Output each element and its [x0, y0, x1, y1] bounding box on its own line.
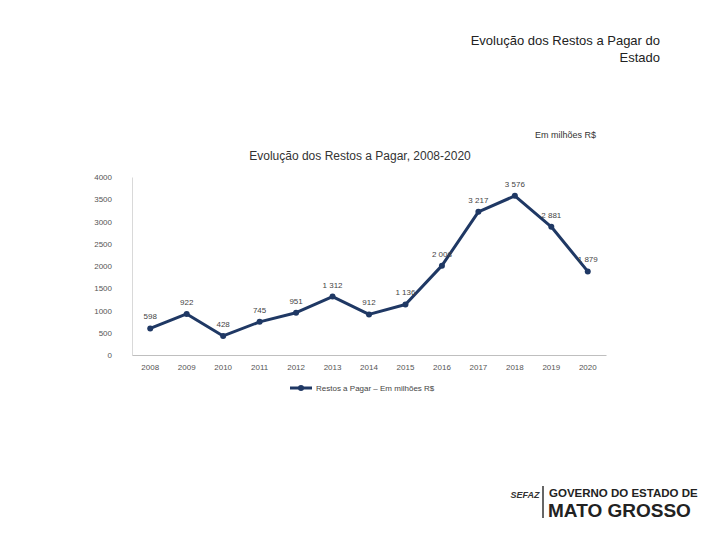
- series-marker: [402, 301, 408, 307]
- y-tick-label: 1000: [94, 307, 112, 316]
- x-axis-line: [133, 355, 607, 356]
- series-line: [150, 196, 588, 336]
- y-tick: 500: [99, 329, 132, 338]
- data-label: 1 312: [323, 281, 344, 290]
- x-tick-label: 2010: [214, 363, 232, 372]
- x-tick: 2013: [324, 355, 342, 372]
- slide: Evolução dos Restos a Pagar do Estado Em m…: [0, 0, 720, 540]
- y-tick: 1500: [94, 284, 132, 293]
- x-tick-label: 2008: [141, 363, 159, 372]
- logo-agency: SEFAZ: [510, 490, 540, 500]
- x-tick-label: 2016: [433, 363, 451, 372]
- x-tick-label: 2020: [579, 363, 597, 372]
- y-tick: 0: [108, 351, 132, 360]
- x-tick: 2008: [141, 355, 159, 372]
- x-tick-label: 2015: [397, 363, 415, 372]
- x-tick: 2016: [433, 355, 451, 372]
- data-label: 2 881: [541, 211, 562, 220]
- y-tick-label: 1500: [94, 284, 112, 293]
- x-tick-label: 2012: [287, 363, 305, 372]
- x-tick-label: 2011: [251, 363, 269, 372]
- y-tick-label: 2000: [94, 262, 112, 271]
- data-label: 598: [144, 312, 158, 321]
- y-axis-line: [132, 178, 133, 356]
- x-tick: 2012: [287, 355, 305, 372]
- data-label: 951: [289, 297, 303, 306]
- data-label: 1 879: [578, 255, 599, 264]
- y-tick: 3500: [94, 195, 132, 204]
- logo-government-2: MATO GROSSO: [548, 500, 691, 521]
- data-labels: 598 922 428 745 951 1 312 912 1 136 2 008 3 217 3 …: [144, 180, 599, 329]
- y-tick: 2000: [94, 262, 132, 271]
- x-tick-label: 2019: [542, 363, 560, 372]
- y-tick: 1000: [94, 307, 132, 316]
- series-marker: [439, 263, 445, 269]
- unit-note: Em milhões R$: [535, 130, 596, 140]
- data-label: 745: [253, 306, 267, 315]
- x-tick: 2020: [579, 355, 597, 372]
- x-tick-label: 2018: [506, 363, 524, 372]
- x-tick: 2014: [360, 355, 378, 372]
- slide-title: Evolução dos Restos a Pagar do: [471, 33, 660, 48]
- x-tick: 2017: [469, 355, 487, 372]
- x-tick-label: 2009: [178, 363, 196, 372]
- data-label: 1 136: [395, 288, 416, 297]
- y-tick: 3000: [94, 218, 132, 227]
- legend-marker: [298, 385, 304, 391]
- legend-label: Restos a Pagar – Em milhões R$: [316, 384, 435, 393]
- plot-area: [147, 193, 591, 339]
- data-label: 2 008: [432, 250, 453, 259]
- x-tick: 2010: [214, 355, 232, 372]
- series-marker: [257, 319, 263, 325]
- y-tick-label: 4000: [94, 173, 112, 182]
- x-tick-label: 2017: [469, 363, 487, 372]
- series-marker: [184, 311, 190, 317]
- chart-title: Evolução dos Restos a Pagar, 2008-2020: [249, 149, 471, 163]
- y-tick: 2500: [94, 240, 132, 249]
- series-marker: [366, 311, 372, 317]
- series-marker: [475, 209, 481, 215]
- y-tick-label: 3000: [94, 218, 112, 227]
- data-label: 922: [180, 298, 194, 307]
- legend: Restos a Pagar – Em milhões R$: [290, 384, 435, 393]
- x-tick: 2009: [178, 355, 196, 372]
- series-marker: [147, 325, 153, 331]
- x-tick: 2018: [506, 355, 524, 372]
- x-axis: 2008 2009 2010 2011 2012 2013 2014 2015 2016 2017…: [133, 355, 607, 372]
- logo-government-1: GOVERNO DO ESTADO DE: [549, 487, 698, 499]
- series-marker: [293, 310, 299, 316]
- series-marker: [548, 224, 554, 230]
- y-tick-label: 0: [108, 351, 113, 360]
- data-label: 428: [216, 320, 230, 329]
- slide-title: Estado: [620, 50, 660, 65]
- logo-divider: [542, 486, 544, 518]
- x-tick-label: 2014: [360, 363, 378, 372]
- x-tick: 2019: [542, 355, 560, 372]
- y-tick: 4000: [94, 173, 132, 182]
- y-tick-label: 2500: [94, 240, 112, 249]
- series-marker: [220, 333, 226, 339]
- x-tick: 2011: [251, 355, 269, 372]
- series-marker: [330, 294, 336, 300]
- x-tick: 2015: [397, 355, 415, 372]
- y-axis: 0 500 1000 1500 2000 2500 3000 3500 4000: [94, 173, 132, 360]
- series-marker: [512, 193, 518, 199]
- y-tick-label: 3500: [94, 195, 112, 204]
- data-label: 3 576: [505, 180, 526, 189]
- series-marker: [585, 268, 591, 274]
- data-label: 912: [362, 298, 376, 307]
- data-label: 3 217: [468, 196, 489, 205]
- y-tick-label: 500: [99, 329, 113, 338]
- x-tick-label: 2013: [324, 363, 342, 372]
